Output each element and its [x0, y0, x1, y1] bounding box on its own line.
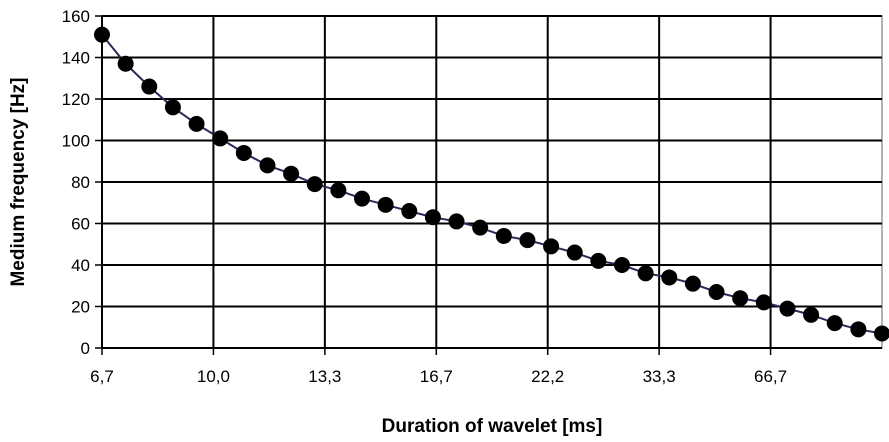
data-point: [235, 144, 252, 161]
x-axis-title: Duration of wavelet [ms]: [382, 416, 603, 437]
data-point: [330, 182, 347, 199]
y-tick-label: 120: [62, 90, 90, 109]
data-point: [259, 157, 276, 174]
x-tick-label: 22,2: [531, 367, 564, 386]
data-point: [519, 232, 536, 249]
ticks: 0 20 40 60 80 100 120 140 160 6,7 10,0 13,3 16,7 22,2…: [62, 7, 787, 386]
y-axis-title: Medium frequency [Hz]: [8, 77, 29, 286]
data-point: [377, 196, 394, 213]
data-point: [354, 190, 370, 207]
data-point: [188, 115, 205, 132]
y-tick-label: 0: [81, 339, 90, 358]
y-tick-label: 20: [71, 298, 90, 317]
data-point: [826, 315, 843, 332]
data-point: [803, 306, 820, 323]
data-point: [448, 213, 465, 230]
y-tick-label: 40: [71, 256, 90, 275]
data-point: [779, 300, 796, 317]
y-tick-label: 60: [71, 215, 90, 234]
data-point: [212, 130, 229, 147]
data-point: [566, 244, 583, 261]
data-point: [543, 238, 560, 255]
data-point: [732, 290, 749, 307]
y-tick-label: 140: [62, 49, 90, 68]
data-point: [401, 203, 418, 220]
data-point: [850, 321, 867, 338]
series-line: [101, 34, 883, 335]
x-tick-label: 66,7: [754, 367, 787, 386]
data-point: [614, 257, 630, 273]
x-tick-label: 6,7: [90, 367, 114, 386]
data-point: [283, 165, 300, 182]
y-tick-label: 80: [71, 173, 90, 192]
x-tick-label: 33,3: [643, 367, 676, 386]
x-tick-label: 10,0: [197, 367, 230, 386]
y-tick-label: 100: [62, 132, 90, 151]
series: [94, 26, 889, 342]
data-point: [874, 325, 889, 342]
data-point: [708, 283, 725, 300]
data-point: [164, 99, 181, 116]
data-point: [755, 294, 772, 311]
data-point: [472, 219, 489, 236]
x-tick-label: 16,7: [420, 367, 453, 386]
x-tick-label: 13,3: [308, 367, 341, 386]
data-point: [684, 275, 701, 292]
data-point: [495, 227, 512, 244]
data-point: [94, 26, 110, 43]
data-point: [306, 176, 323, 193]
data-point: [141, 78, 158, 95]
data-point: [117, 55, 134, 72]
data-point: [661, 269, 678, 286]
data-point: [590, 252, 607, 269]
data-point: [637, 265, 654, 282]
grid: [101, 15, 883, 349]
y-tick-label: 160: [62, 7, 90, 26]
data-point: [424, 209, 441, 226]
